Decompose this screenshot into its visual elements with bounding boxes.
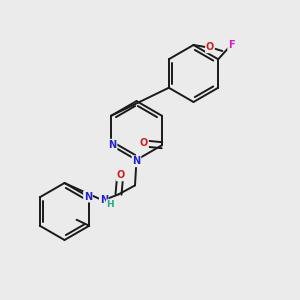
Text: N: N: [100, 195, 108, 205]
Text: N: N: [84, 192, 92, 202]
Text: N: N: [109, 140, 117, 150]
Text: F: F: [228, 40, 235, 50]
Text: H: H: [106, 200, 114, 209]
Text: O: O: [117, 170, 125, 181]
Text: O: O: [140, 138, 148, 148]
Text: N: N: [132, 156, 141, 167]
Text: O: O: [206, 42, 214, 52]
